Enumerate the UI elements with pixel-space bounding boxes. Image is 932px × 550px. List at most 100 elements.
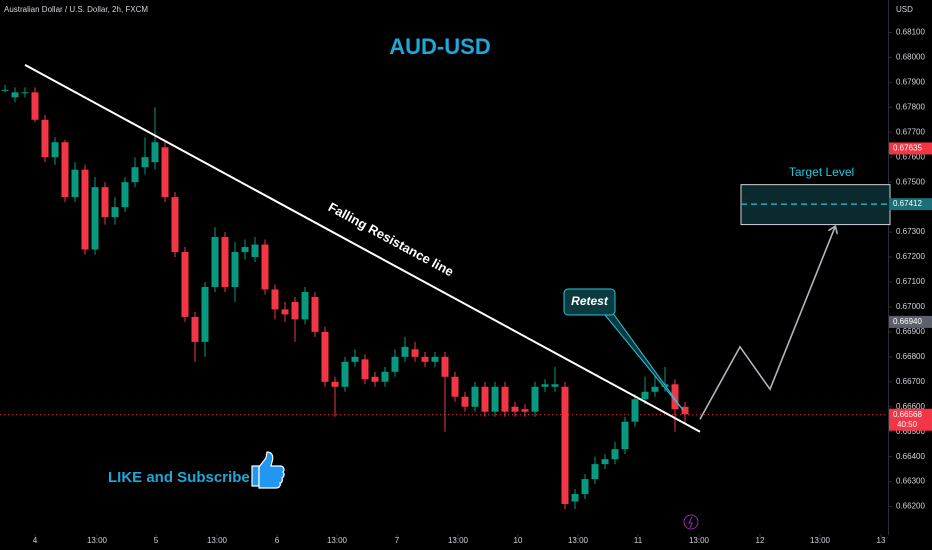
candle-body: [51, 142, 59, 158]
candle-body: [321, 331, 329, 382]
candle-body: [571, 494, 579, 502]
y-tick-label: 0.67700: [896, 127, 925, 136]
y-tick-label: 0.66400: [896, 452, 925, 461]
y-tick-label: 0.67300: [896, 227, 925, 236]
candle-body: [331, 381, 339, 387]
candle-body: [191, 316, 199, 342]
candle-body: [491, 386, 499, 412]
candle-body: [181, 252, 189, 317]
candle-body: [81, 169, 89, 250]
x-tick-label: 13:00: [207, 536, 228, 545]
y-tick-label: 0.67800: [896, 102, 925, 111]
candle-body: [201, 286, 209, 342]
candle-body: [561, 386, 569, 505]
price-label-box: [889, 315, 932, 328]
price-label-box: [889, 408, 932, 431]
x-tick-label: 13:00: [327, 536, 348, 545]
candle-body: [681, 406, 689, 415]
candle-body: [251, 244, 259, 258]
thumbs-up-icon[interactable]: [251, 451, 285, 489]
price-label-box: [889, 142, 932, 155]
y-tick-label: 0.66900: [896, 327, 925, 336]
candle-body: [411, 349, 419, 357]
x-tick-label: 13:00: [810, 536, 831, 545]
y-tick-label: 0.66500: [896, 427, 925, 436]
projection-path: [699, 227, 835, 420]
x-tick-label: 11: [634, 536, 643, 545]
candle-body: [581, 479, 589, 495]
candle-body: [291, 301, 299, 320]
y-tick-label: 0.67600: [896, 152, 925, 161]
candle-body: [121, 182, 129, 208]
candle-body: [401, 346, 409, 357]
candle-body: [111, 207, 119, 218]
y-tick-label: 0.66800: [896, 352, 925, 361]
x-tick-label: 13:00: [448, 536, 469, 545]
price-label: 0.66568: [893, 410, 922, 419]
x-tick-label: 5: [154, 536, 159, 545]
retest-label: Retest: [571, 294, 609, 308]
price-label-box: [889, 198, 932, 211]
x-tick-label: 13:00: [568, 536, 589, 545]
candle-body: [211, 237, 219, 287]
y-tick-label: 0.66700: [896, 377, 925, 386]
price-label: 0.66940: [893, 317, 922, 326]
candle-body: [351, 356, 359, 362]
candle-body: [461, 396, 469, 407]
candle-body: [631, 399, 639, 422]
replay-icon[interactable]: [683, 514, 699, 530]
candle-body: [31, 92, 39, 120]
y-tick-label: 0.67000: [896, 302, 925, 311]
candle-body: [501, 386, 509, 412]
x-tick-label: 4: [33, 536, 38, 545]
candle-body: [431, 356, 439, 362]
candle-body: [541, 384, 549, 387]
candle-body: [151, 142, 159, 163]
y-tick-label: 0.67500: [896, 177, 925, 186]
candle-body: [371, 376, 379, 382]
x-tick-label: 6: [275, 536, 280, 545]
candle-body: [451, 376, 459, 397]
candle-body: [361, 359, 369, 380]
candle-body: [311, 296, 319, 332]
price-label: 0.67412: [893, 199, 922, 208]
candle-body: [601, 459, 609, 465]
price-label: 0.67635: [893, 144, 922, 153]
y-tick-label: 0.68100: [896, 28, 925, 37]
candle-body: [611, 449, 619, 460]
x-tick-label: 7: [395, 536, 400, 545]
candle-body: [171, 197, 179, 253]
candle-body: [341, 361, 349, 387]
candle-body: [161, 147, 169, 198]
candle-body: [421, 356, 429, 362]
candle-body: [1, 89, 9, 91]
trendline: [24, 63, 701, 433]
promo-text[interactable]: LIKE and Subscribe: [108, 469, 250, 486]
y-tick-label: 0.68000: [896, 53, 925, 62]
candle-body: [651, 386, 659, 392]
candle-body: [71, 169, 79, 198]
y-tick-label: 0.66200: [896, 502, 925, 511]
y-tick-label: 0.66600: [896, 402, 925, 411]
y-tick-label: 0.66300: [896, 477, 925, 486]
candle-body: [231, 252, 239, 287]
retest-box: [563, 288, 616, 316]
x-tick-label: 13: [877, 536, 886, 545]
y-tick-label: 0.67200: [896, 252, 925, 261]
candle-body: [381, 371, 389, 382]
candle-body: [241, 247, 249, 253]
candle-body: [271, 289, 279, 310]
candle-body: [261, 244, 269, 290]
currency-label: USD: [896, 5, 913, 14]
candle-body: [471, 386, 479, 407]
candle-body: [481, 386, 489, 412]
candle-body: [131, 167, 139, 183]
candle-body: [41, 119, 49, 158]
x-tick-label: 12: [756, 536, 765, 545]
candle-body: [591, 464, 599, 480]
candle-body: [621, 421, 629, 450]
candle-body: [61, 142, 69, 198]
